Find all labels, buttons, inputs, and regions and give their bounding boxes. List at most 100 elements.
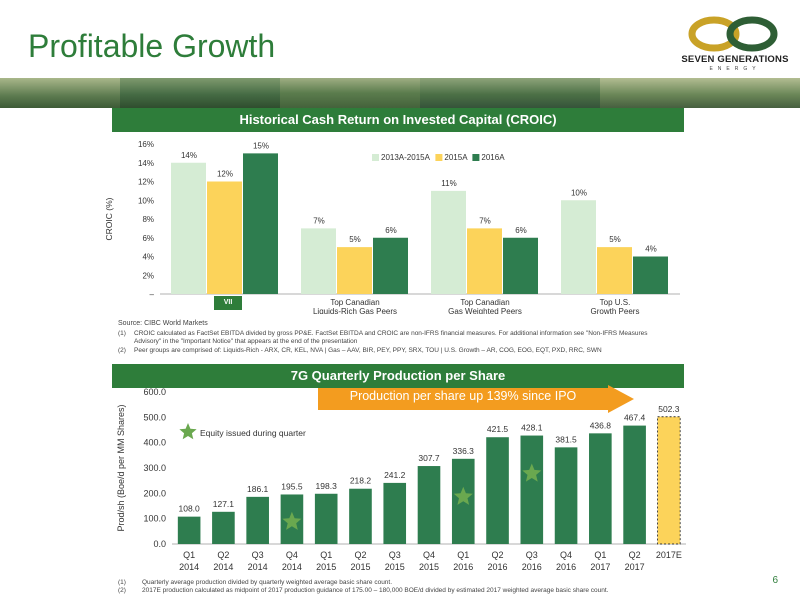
- croic-note-1-marker: (1): [118, 330, 126, 337]
- prod-y-tick-label: 0.0: [153, 539, 166, 549]
- prod-bar: [314, 493, 338, 544]
- prod-category-label: 2017E: [656, 550, 682, 560]
- croic-y-tick-label: 10%: [138, 196, 154, 205]
- croic-y-tick-label: 16%: [138, 140, 154, 149]
- prod-category-year: 2015: [350, 562, 370, 572]
- ipo-callout-arrow: [318, 385, 634, 413]
- croic-bar-label: 7%: [479, 216, 491, 225]
- croic-note-2: Peer groups are comprised of: Liquids-Ri…: [134, 347, 602, 354]
- prod-category-label: Q4: [423, 550, 435, 560]
- croic-bar: [207, 181, 242, 294]
- prod-category-year: 2015: [385, 562, 405, 572]
- page-title: Profitable Growth: [28, 28, 276, 64]
- prod-bar-estimate: [657, 416, 681, 545]
- prod-note-1-marker: (1): [118, 579, 126, 586]
- croic-category-label: Top Canadian: [460, 298, 509, 307]
- prod-category-label: Q4: [560, 550, 572, 560]
- prod-category-year: 2014: [213, 562, 233, 572]
- croic-source: Source: CIBC World Markets: [118, 320, 208, 327]
- prod-category-year: 2016: [453, 562, 473, 572]
- prod-bar: [589, 433, 612, 544]
- prod-bar: [623, 425, 646, 544]
- prod-bar-label: 428.1: [521, 423, 543, 433]
- croic-bar: [561, 200, 596, 294]
- prod-category-label: Q3: [252, 550, 264, 560]
- prod-note-2: 2017E production calculated as midpoint …: [142, 587, 609, 594]
- prod-bar: [246, 496, 269, 544]
- prod-note-2-marker: (2): [118, 587, 126, 594]
- prod-bar-label: 241.2: [384, 470, 406, 480]
- production-chart: Prod/sh (Boe/d per MM Shares) 0.0 100.0 200…: [116, 387, 686, 572]
- croic-bar-label: 12%: [217, 170, 233, 179]
- prod-bar-label: 436.8: [590, 420, 612, 430]
- croic-bar-label: 15%: [253, 141, 269, 150]
- croic-bar: [171, 162, 206, 294]
- prod-bar-label: 198.3: [316, 481, 338, 491]
- seven-generations-logo: [688, 16, 778, 52]
- prod-bar: [177, 516, 201, 544]
- prod-bar-label: 421.5: [487, 424, 509, 434]
- prod-y-tick-label: 200.0: [143, 488, 166, 498]
- croic-legend-swatch: [435, 154, 443, 161]
- croic-legend-label: 2016A: [481, 153, 505, 162]
- croic-bar-label: 4%: [645, 245, 657, 254]
- croic-legend-swatch: [472, 154, 480, 161]
- prod-bar: [417, 466, 441, 544]
- croic-bar-label: 5%: [609, 235, 621, 244]
- croic-note-1b: Advisory" in the "Important Notice" that…: [134, 338, 358, 345]
- prod-category-year: 2015: [419, 562, 439, 572]
- prod-category-year: 2017: [590, 562, 610, 572]
- croic-bar-label: 6%: [515, 226, 527, 235]
- prod-category-label: Q4: [286, 550, 298, 560]
- prod-bar-label: 467.4: [624, 413, 646, 423]
- prod-legend-label: Equity issued during quarter: [200, 428, 306, 438]
- legend-star-icon: [179, 423, 197, 440]
- croic-y-axis-title: CROIC (%): [104, 197, 114, 240]
- prod-bar-label: 381.5: [555, 434, 577, 444]
- croic-note-2-marker: (2): [118, 347, 126, 354]
- prod-bar: [486, 437, 509, 544]
- prod-bar: [212, 511, 235, 544]
- croic-bar-label: 11%: [441, 179, 456, 188]
- croic-bar: [467, 228, 502, 294]
- equity-issued-star-icon: [453, 486, 473, 505]
- croic-legend-label: 2015A: [444, 153, 468, 162]
- croic-bar: [503, 237, 538, 294]
- vii-category-label: VII: [214, 296, 242, 310]
- croic-bar-label: 5%: [349, 235, 361, 244]
- croic-y-tick-label: 14%: [138, 159, 154, 168]
- prod-bar: [554, 447, 578, 544]
- croic-y-tick-label: 4%: [142, 253, 154, 262]
- prod-category-label: Q2: [629, 550, 641, 560]
- equity-issued-star-icon: [522, 463, 542, 482]
- croic-y-tick-label: 8%: [142, 215, 154, 224]
- prod-category-year: 2014: [248, 562, 268, 572]
- prod-y-tick-label: 600.0: [143, 387, 166, 397]
- croic-y-tick-label: –: [150, 290, 155, 299]
- prod-y-tick-label: 400.0: [143, 438, 166, 448]
- prod-category-year: 2016: [488, 562, 508, 572]
- croic-y-tick-label: 12%: [138, 178, 154, 187]
- prod-bar-label: 307.7: [418, 453, 440, 463]
- prod-category-year: 2016: [522, 562, 542, 572]
- prod-category-label: Q2: [492, 550, 504, 560]
- prod-bar: [383, 482, 407, 544]
- prod-category-label: Q2: [217, 550, 229, 560]
- prod-note-1: Quarterly average production divided by …: [142, 579, 393, 586]
- croic-bar: [633, 256, 668, 294]
- prod-category-label: Q3: [389, 550, 401, 560]
- prod-bar-label: 127.1: [213, 499, 235, 509]
- prod-y-tick-label: 300.0: [143, 463, 166, 473]
- prod-bar: [451, 458, 475, 544]
- prod-category-label: Q2: [354, 550, 366, 560]
- production-chart-header: 7G Quarterly Production per Share: [112, 364, 684, 388]
- croic-chart: CROIC (%) – 2% 4% 6% 8% 10% 12% 14% 16% 14% 12% 15% 7…: [104, 140, 680, 314]
- croic-bar: [431, 190, 466, 294]
- page-number: 6: [772, 575, 778, 586]
- prod-category-label: Q1: [183, 550, 195, 560]
- croic-chart-header: Historical Cash Return on Invested Capit…: [112, 108, 684, 132]
- croic-y-tick-label: 2%: [142, 271, 154, 280]
- croic-bar: [337, 247, 372, 294]
- logo-subtext: ENERGY: [709, 66, 761, 72]
- croic-y-tick-label: 6%: [142, 234, 154, 243]
